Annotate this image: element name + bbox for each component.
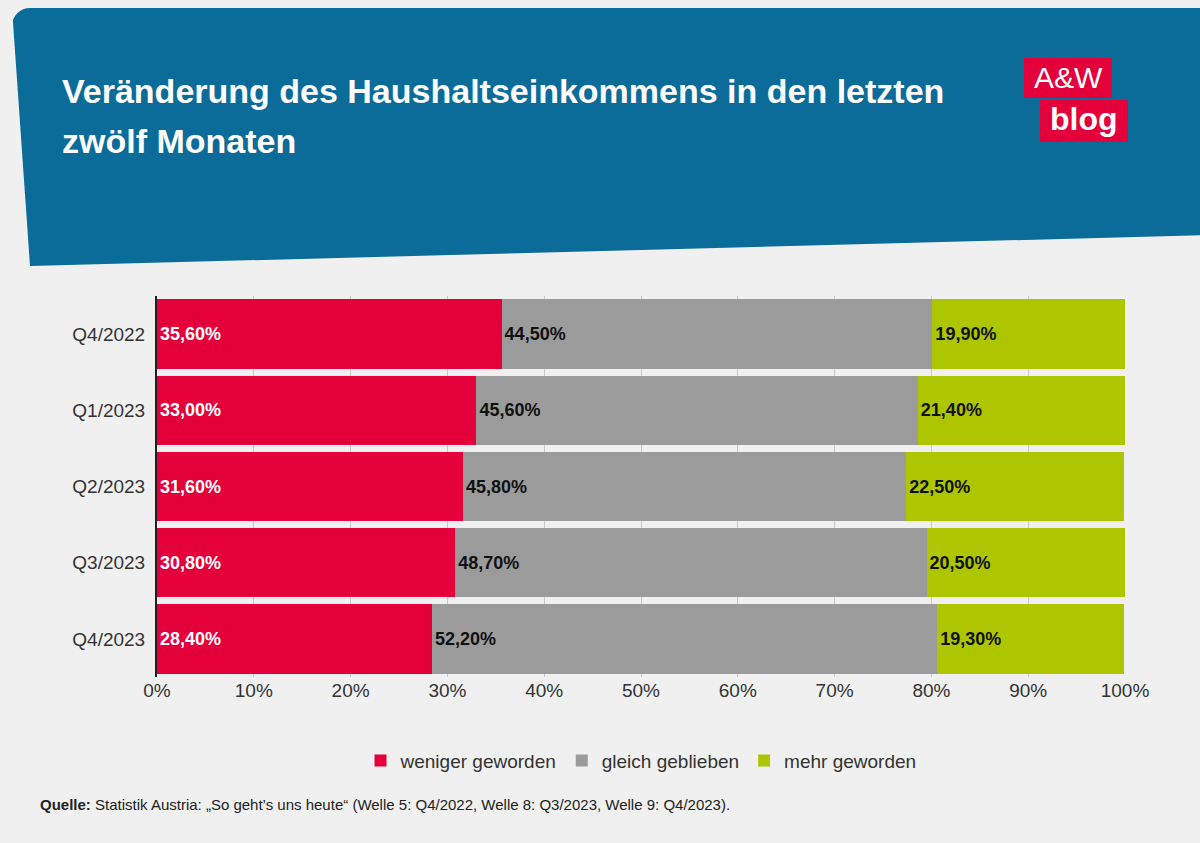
html-text:blog: blog: [1050, 101, 1118, 137]
html-text:A&W: A&W: [1034, 61, 1103, 94]
svg-text:70%: 70%: [816, 680, 854, 701]
html-text:Veränderung des Haushaltseinko: Veränderung des Haushaltseinkommens in d…: [62, 72, 945, 160]
svg-text:20,50%: 20,50%: [930, 553, 991, 573]
svg-text:48,70%: 48,70%: [458, 553, 519, 573]
svg-text:19,90%: 19,90%: [935, 324, 996, 344]
svg-text:30%: 30%: [428, 680, 466, 701]
svg-text:Q4/2022: Q4/2022: [72, 324, 145, 345]
svg-text:52,20%: 52,20%: [435, 629, 496, 649]
svg-text:90%: 90%: [1009, 680, 1047, 701]
html-text:Quelle: Statistik Austria: „So: Quelle: Statistik Austria: „So geht’s un…: [40, 796, 731, 813]
svg-text:33,00%: 33,00%: [160, 400, 221, 420]
svg-text:19,30%: 19,30%: [940, 629, 1001, 649]
svg-text:weniger geworden: weniger geworden: [400, 751, 556, 772]
svg-text:30,80%: 30,80%: [160, 553, 221, 573]
svg-text:45,80%: 45,80%: [466, 477, 527, 497]
svg-text:Q4/2023: Q4/2023: [72, 629, 145, 650]
svg-text:Q2/2023: Q2/2023: [72, 476, 145, 497]
svg-text:40%: 40%: [525, 680, 563, 701]
svg-text:gleich geblieben: gleich geblieben: [602, 751, 739, 772]
svg-text:80%: 80%: [912, 680, 950, 701]
svg-text:44,50%: 44,50%: [505, 324, 566, 344]
svg-text:Q3/2023: Q3/2023: [72, 552, 145, 573]
svg-text:mehr geworden: mehr geworden: [784, 751, 916, 772]
svg-text:50%: 50%: [622, 680, 660, 701]
svg-text:21,40%: 21,40%: [921, 400, 982, 420]
svg-text:31,60%: 31,60%: [160, 477, 221, 497]
svg-text:10%: 10%: [235, 680, 273, 701]
svg-text:22,50%: 22,50%: [909, 477, 970, 497]
svg-text:35,60%: 35,60%: [160, 324, 221, 344]
svg-text:60%: 60%: [719, 680, 757, 701]
svg-text:45,60%: 45,60%: [479, 400, 540, 420]
svg-text:28,40%: 28,40%: [160, 629, 221, 649]
svg-text:Q1/2023: Q1/2023: [72, 400, 145, 421]
svg-text:0%: 0%: [143, 680, 171, 701]
svg-text:100%: 100%: [1101, 680, 1150, 701]
svg-text:20%: 20%: [332, 680, 370, 701]
